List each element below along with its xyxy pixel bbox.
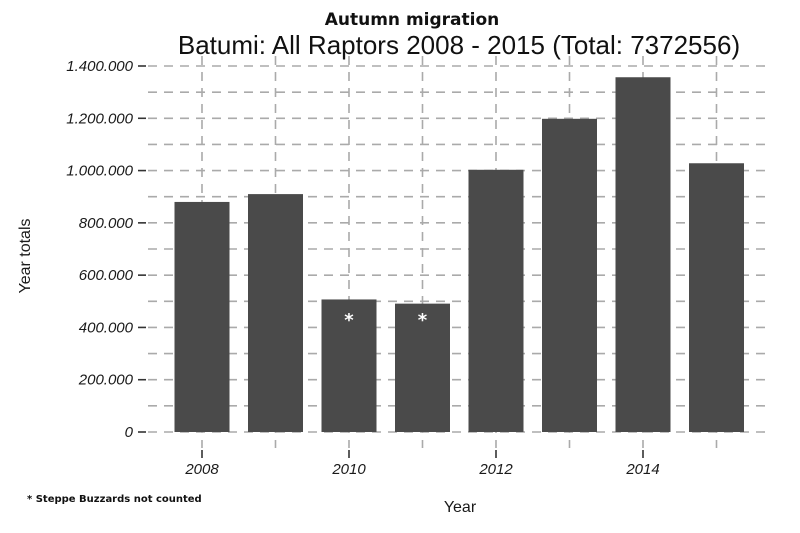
x-tick-label: 2014 xyxy=(625,461,659,478)
y-axis-label: Year totals xyxy=(17,218,34,293)
bar-2011 xyxy=(395,303,450,432)
y-tick-label: 400.000 xyxy=(79,319,134,336)
x-axis-label: Year xyxy=(444,499,477,516)
chart-suptitle: Autumn migration xyxy=(325,10,500,30)
bar-2014 xyxy=(615,77,671,433)
y-tick-label: 0 xyxy=(125,424,134,441)
y-tick-label: 200.000 xyxy=(78,372,134,389)
annotation-star-2010: * xyxy=(344,310,354,331)
x-tick-label: 2012 xyxy=(478,461,513,478)
y-tick-label: 1.200.000 xyxy=(66,110,133,127)
grid xyxy=(148,56,772,448)
bar-2008 xyxy=(174,201,230,432)
y-axis-ticks: 0 200.000 400.000 600.000 800.000 1.000.000 1.… xyxy=(66,58,146,441)
y-tick-label: 1.400.000 xyxy=(66,58,133,75)
x-axis-ticks: 2008 2010 2012 2014 xyxy=(184,450,660,478)
bar-2012 xyxy=(468,169,524,432)
y-tick-label: 800.000 xyxy=(79,215,134,232)
y-tick-label: 1.000.000 xyxy=(66,163,133,180)
bar-2009 xyxy=(248,194,303,432)
x-tick-label: 2008 xyxy=(184,461,219,478)
bar-2015 xyxy=(689,163,744,432)
chart-title: Batumi: All Raptors 2008 - 2015 (Total: … xyxy=(178,30,740,60)
bar-2013 xyxy=(542,118,597,433)
bars xyxy=(174,77,744,433)
x-tick-label: 2010 xyxy=(331,461,366,478)
footnote: * Steppe Buzzards not counted xyxy=(27,494,202,505)
y-tick-label: 600.000 xyxy=(79,267,134,284)
annotation-star-2011: * xyxy=(418,310,428,331)
bar-2010 xyxy=(321,299,377,432)
annotations: * * xyxy=(344,310,428,331)
